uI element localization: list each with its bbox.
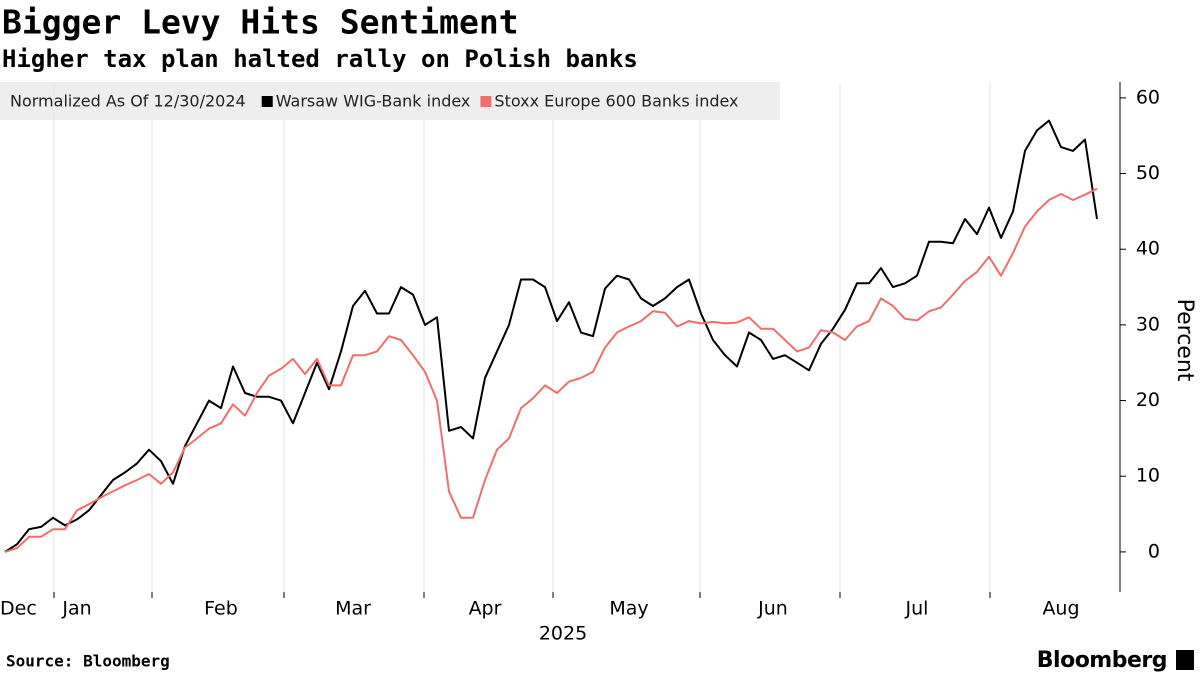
month-ticks bbox=[53, 592, 991, 598]
legend-title: Normalized As Of 12/30/2024 bbox=[10, 92, 246, 111]
source: Source: Bloomberg bbox=[6, 652, 170, 671]
x-tick-label: Jun bbox=[757, 598, 788, 620]
x-tick-label: Mar bbox=[335, 598, 371, 620]
chart-subtitle: Higher tax plan halted rally on Polish b… bbox=[2, 45, 638, 73]
x-tick-label: May bbox=[609, 598, 648, 620]
y-tick-label: 0 bbox=[1148, 540, 1160, 562]
y-tick-label: 10 bbox=[1136, 465, 1160, 487]
x-tick-label: Apr bbox=[469, 598, 502, 620]
x-tick-label: Dec bbox=[0, 598, 37, 620]
chart-title: Bigger Levy Hits Sentiment bbox=[2, 3, 519, 42]
y-tick-label: 60 bbox=[1136, 86, 1160, 108]
month-separators bbox=[53, 82, 991, 592]
brand: Bloomberg bbox=[1037, 648, 1167, 673]
series-line bbox=[4, 119, 1098, 553]
y-tick-label: 20 bbox=[1136, 389, 1160, 411]
x-tick-label: Jan bbox=[61, 598, 91, 620]
legend-label: Warsaw WIG-Bank index bbox=[276, 92, 471, 111]
x-tick-label: Jul bbox=[905, 598, 929, 620]
legend-box bbox=[0, 82, 780, 120]
legend-swatch bbox=[480, 96, 492, 107]
legend-swatch bbox=[261, 96, 273, 107]
y-axis-label: Percent bbox=[1172, 299, 1197, 382]
x-axis-label: 2025 bbox=[539, 623, 587, 645]
x-tick-label: Feb bbox=[204, 598, 238, 620]
y-tick-label: 30 bbox=[1136, 313, 1160, 335]
brand-icon bbox=[1176, 650, 1194, 670]
x-tick-label: Aug bbox=[1042, 598, 1079, 620]
y-tick-label: 50 bbox=[1136, 162, 1160, 184]
legend-label: Stoxx Europe 600 Banks index bbox=[494, 92, 738, 111]
y-tick-label: 40 bbox=[1136, 238, 1160, 260]
series-line bbox=[4, 187, 1098, 553]
